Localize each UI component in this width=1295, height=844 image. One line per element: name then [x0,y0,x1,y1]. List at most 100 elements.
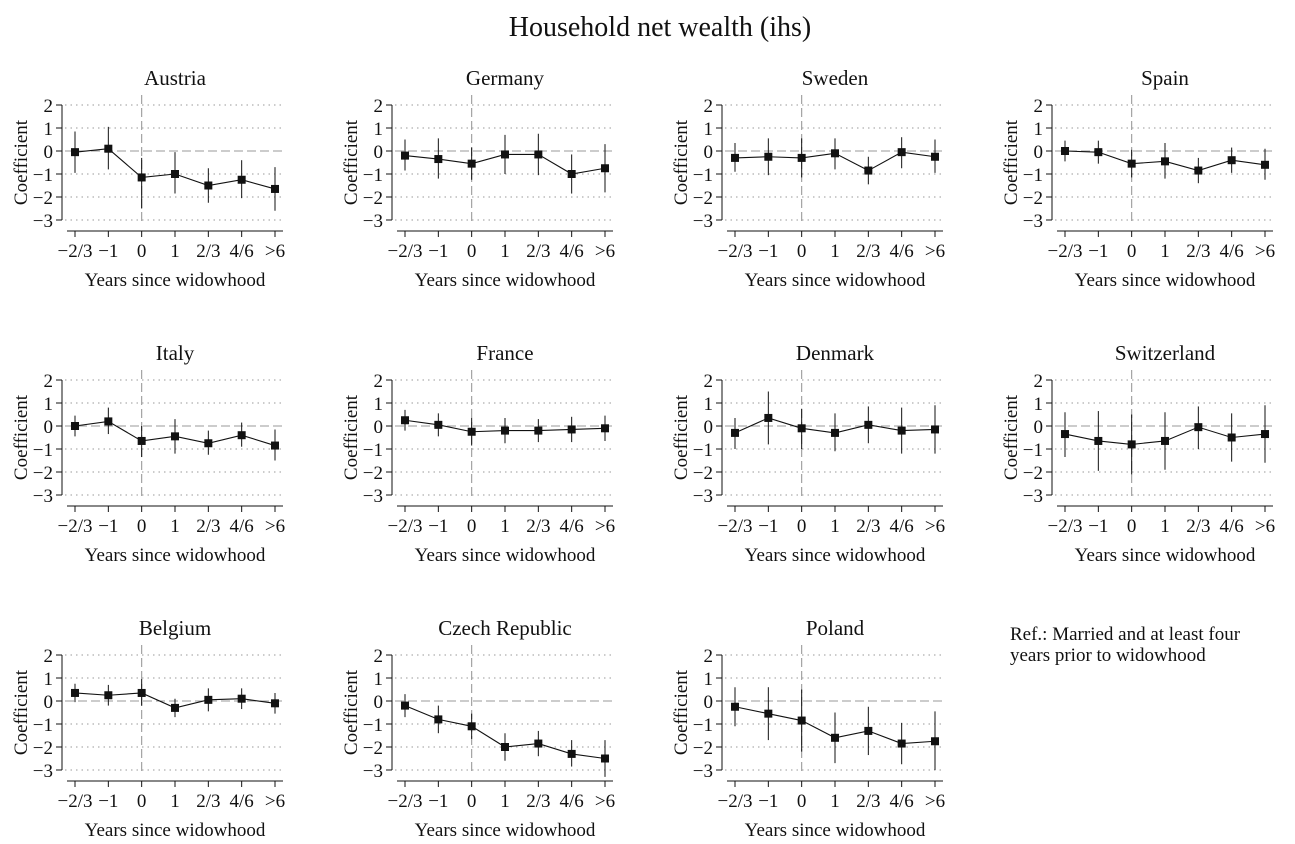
y-axis-label: Coefficient [11,394,32,480]
data-point [864,726,873,735]
panel-title: Belgium [139,616,211,640]
data-point [601,424,609,433]
y-axis-label: Coefficient [1001,119,1022,205]
x-tick-label: −2/3 [718,241,753,262]
x-axis-label: Years since widowhood [745,545,926,566]
data-point [501,426,509,435]
data-point [764,152,773,161]
data-point [601,754,609,763]
panel-title: Germany [466,66,545,90]
y-axis-label: Coefficient [341,394,362,480]
data-point [931,737,939,746]
y-tick-label: −3 [693,211,713,232]
x-tick-label: −1 [758,791,778,812]
x-tick-label: 4/6 [1220,516,1244,537]
y-tick-label: 2 [44,371,54,392]
x-tick-label: 2/3 [526,241,550,262]
x-tick-label: −1 [1088,241,1108,262]
data-point [1161,157,1169,166]
x-tick-label: 2/3 [196,516,220,537]
x-tick-label: −2/3 [1048,241,1083,262]
x-tick-label: −2/3 [718,516,753,537]
data-point [567,425,576,434]
y-tick-label: −1 [363,165,383,186]
x-tick-label: >6 [265,791,285,812]
y-tick-label: 1 [1034,394,1044,415]
panel-title: Austria [144,66,207,90]
y-tick-label: −1 [693,165,713,186]
data-point [897,739,906,748]
x-tick-label: 1 [170,516,180,537]
y-tick-label: −3 [33,211,53,232]
data-point [71,422,79,430]
data-point [797,153,806,162]
x-tick-label: −1 [758,241,778,262]
y-tick-label: 0 [374,142,384,163]
x-tick-label: 4/6 [560,241,584,262]
x-tick-label: −1 [428,516,448,537]
data-point [1227,156,1236,165]
x-tick-label: 0 [137,516,147,537]
y-tick-label: −3 [1023,486,1043,507]
y-tick-label: 0 [44,692,54,713]
panel-title: Denmark [796,341,875,365]
y-tick-label: −3 [693,761,713,782]
y-tick-label: 2 [44,96,54,117]
data-point [434,155,443,164]
x-tick-label: 2/3 [856,241,880,262]
y-tick-label: −2 [363,188,383,209]
y-tick-label: 0 [1034,417,1044,438]
y-tick-label: −2 [363,738,383,759]
x-tick-label: −2/3 [58,791,93,812]
x-tick-label: 2/3 [526,791,550,812]
x-tick-label: >6 [595,241,615,262]
data-point [204,181,213,190]
y-tick-label: −3 [33,486,53,507]
data-point [171,170,179,178]
x-axis-label: Years since widowhood [415,820,596,841]
data-point [1127,440,1136,449]
x-tick-label: −2/3 [58,241,93,262]
data-point [534,426,543,435]
x-tick-label: −1 [1088,516,1108,537]
y-axis-label: Coefficient [671,394,692,480]
y-tick-label: 2 [374,371,384,392]
x-axis-label: Years since widowhood [85,820,266,841]
data-point [501,743,509,751]
data-point [567,749,576,758]
data-point [171,703,179,712]
y-tick-label: 1 [374,669,384,690]
panel-title: Spain [1141,66,1189,90]
data-point [797,716,806,725]
x-tick-label: 4/6 [890,241,914,262]
panel-title: Poland [806,616,865,640]
data-point [401,151,409,160]
data-point [731,153,739,162]
x-tick-label: 1 [1160,516,1170,537]
data-point [864,420,873,429]
x-axis-label: Years since widowhood [85,270,266,291]
y-tick-label: 1 [704,119,714,140]
y-tick-label: 1 [704,394,714,415]
data-point [501,150,509,159]
x-tick-label: 1 [500,791,510,812]
data-point [764,413,773,422]
y-tick-label: −3 [363,761,383,782]
x-tick-label: 1 [500,241,510,262]
y-tick-label: −1 [33,165,53,186]
x-axis-label: Years since widowhood [415,545,596,566]
y-tick-label: −3 [363,486,383,507]
y-tick-label: 2 [704,646,714,667]
y-tick-label: −1 [1023,165,1043,186]
y-tick-label: 1 [374,394,384,415]
x-tick-label: >6 [265,516,285,537]
data-point [1227,433,1236,442]
data-point [1194,166,1203,175]
data-point [931,152,939,161]
panel-title: Czech Republic [438,616,572,640]
y-tick-label: −1 [33,440,53,461]
x-tick-label: −2/3 [718,791,753,812]
x-tick-label: 4/6 [230,516,254,537]
